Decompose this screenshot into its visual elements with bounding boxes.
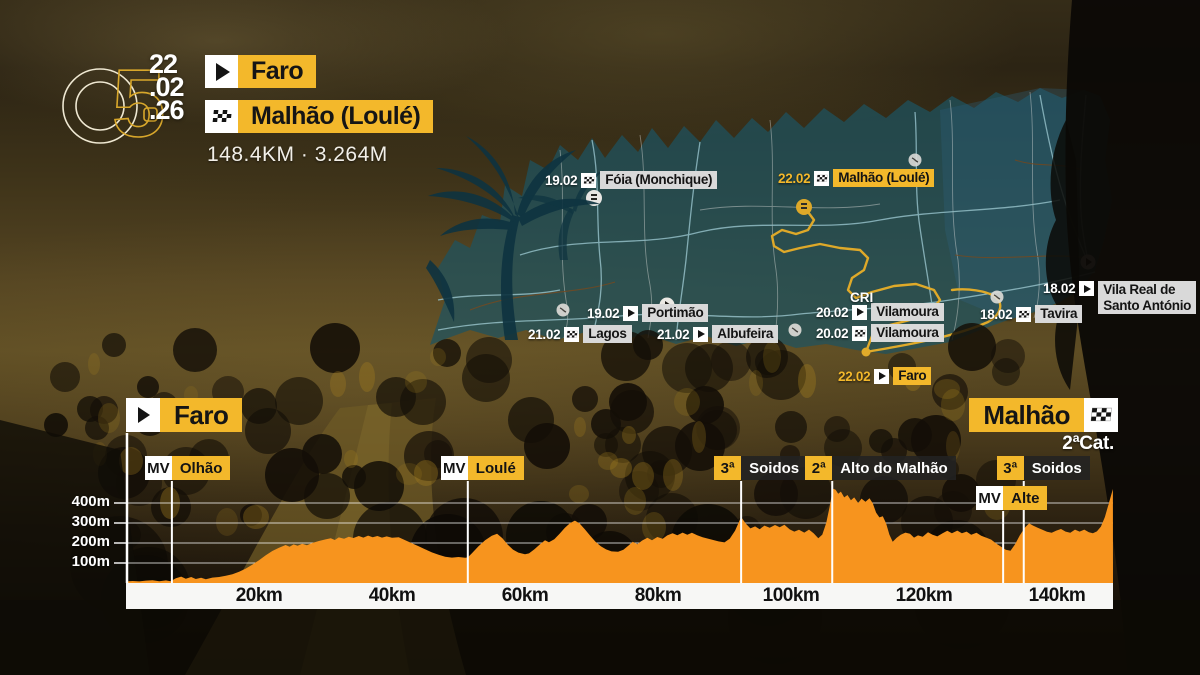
profile-finish-label: Malhão: [969, 398, 1118, 432]
profile-start-city: Faro: [160, 398, 243, 432]
map-stage-date: 21.02: [528, 326, 561, 342]
map-stage-date: 19.02: [587, 305, 620, 321]
map-stage-label: 20.02 Vilamoura: [816, 303, 944, 321]
climb-marker: 3ª Soidos: [714, 456, 808, 480]
climb-category-badge: 3ª: [714, 456, 742, 480]
finish-category-label: 2ªCat.: [1062, 433, 1114, 454]
map-stage-label: 18.02 Vila Real de Santo António: [1043, 281, 1197, 315]
finish-flag-icon: [852, 325, 868, 341]
finish-flag-icon: [814, 170, 830, 186]
start-play-icon: [205, 55, 238, 88]
x-axis-strip: 20km 40km 60km 80km 100km 120km 140km: [126, 583, 1113, 609]
map-stage-city: Tavira: [1035, 305, 1083, 323]
time-trial-cri-label: CRI: [850, 290, 874, 305]
map-stage-city: Lagos: [583, 325, 632, 343]
map-stage-label: 19.02 Portimão: [587, 304, 709, 322]
map-stage-city: Malhão (Loulé): [833, 169, 935, 187]
finish-flag-icon: [581, 172, 597, 188]
map-stage-date: 18.02: [980, 306, 1013, 322]
map-stage-city: Vilamoura: [871, 324, 944, 342]
marker-place-name: Soidos: [1023, 456, 1090, 480]
intermediate-sprint-marker: MV Loulé: [440, 456, 524, 480]
start-play-icon: [126, 398, 160, 432]
x-axis-label: 40km: [368, 585, 416, 606]
marker-place-name: Olhão: [171, 456, 231, 480]
map-stage-label: 22.02 Malhão (Loulé): [778, 169, 935, 187]
y-axis-label: 400m: [71, 493, 110, 510]
y-axis-label: 100m: [71, 553, 110, 570]
x-axis-label: 140km: [1028, 585, 1086, 606]
stage-route-line-east: [864, 288, 1002, 354]
map-stage-city: Portimão: [642, 304, 709, 322]
finish-flag-icon: [205, 100, 238, 133]
start-play-icon: [693, 326, 709, 342]
map-stage-label: 20.02 Vilamoura: [816, 324, 944, 342]
marker-place-name: Alto do Malhão: [832, 456, 956, 480]
map-stage-label: 21.02 Albufeira: [657, 325, 779, 343]
map-stage-date: 22.02: [838, 368, 871, 384]
y-axis-label: 200m: [71, 533, 110, 550]
sprint-code-badge: MV: [144, 456, 172, 480]
climb-category-badge: 3ª: [996, 456, 1024, 480]
marker-place-name: Loulé: [467, 456, 524, 480]
sprint-code-badge: MV: [440, 456, 468, 480]
map-stage-city: Fóia (Monchique): [600, 171, 718, 189]
foreground-shadow: [0, 420, 1200, 675]
map-stage-date: 20.02: [816, 325, 849, 341]
header-start-city: Faro: [238, 55, 317, 88]
intermediate-sprint-marker: MV Alte: [976, 486, 1048, 510]
start-city-pin: [861, 347, 871, 357]
stage-date: 22 .02 .26: [149, 49, 185, 126]
map-stage-label: 19.02 Fóia (Monchique): [545, 171, 718, 189]
climb-category-badge: 2ª: [805, 456, 833, 480]
marker-place-name: Soidos: [741, 456, 808, 480]
stage-stats: 148.4KM · 3.264M: [207, 143, 388, 166]
x-axis-label: 20km: [235, 585, 283, 606]
map-stage-city: Albufeira: [712, 325, 779, 343]
finish-flag-icon: [1084, 398, 1118, 432]
sprint-code-badge: MV: [976, 486, 1004, 510]
stage-number-logo: 5: [62, 49, 166, 158]
map-stage-label: 22.02 Faro: [838, 367, 932, 385]
start-play-icon: [1079, 281, 1095, 296]
y-axis-ticks: [114, 502, 126, 564]
climb-marker: 2ª Alto do Malhão: [805, 456, 956, 480]
map-stage-city: Faro: [893, 367, 932, 385]
map-stage-label: 21.02 Lagos: [528, 325, 632, 343]
map-stage-label: 18.02 Tavira: [980, 305, 1083, 323]
finish-flag-icon: [1016, 306, 1032, 322]
map-stage-date: 20.02: [816, 304, 849, 320]
marker-place-name: Alte: [1003, 486, 1048, 510]
header-finish-city: Malhão (Loulé): [238, 100, 434, 133]
header-finish-row: Malhão (Loulé): [205, 100, 434, 133]
palm-tree-silhouette: [426, 136, 604, 340]
start-play-icon: [852, 304, 868, 320]
header-start-row: Faro: [205, 55, 317, 88]
x-axis-label: 80km: [634, 585, 682, 606]
map-stage-date: 21.02: [657, 326, 690, 342]
profile-start-label: Faro: [126, 398, 243, 432]
intermediate-sprint-marker: MV Olhão: [144, 456, 231, 480]
elevation-profile-area: [126, 488, 1113, 583]
map-stage-date: 19.02: [545, 172, 578, 188]
map-stage-date: 18.02: [1043, 281, 1076, 296]
x-axis-label: 120km: [895, 585, 953, 606]
x-axis-label: 60km: [501, 585, 549, 606]
map-stage-date: 22.02: [778, 170, 811, 186]
start-play-icon: [623, 305, 639, 321]
map-stage-city: Vilamoura: [871, 303, 944, 321]
y-axis-label: 300m: [71, 513, 110, 530]
svg-text:5: 5: [112, 50, 165, 157]
profile-finish-city: Malhão: [969, 398, 1084, 432]
map-stage-city: Vila Real de Santo António: [1098, 281, 1197, 315]
start-play-icon: [874, 368, 890, 384]
x-axis-label: 100km: [762, 585, 820, 606]
climb-marker: 3ª Soidos: [996, 456, 1090, 480]
finish-flag-icon: [564, 326, 580, 342]
